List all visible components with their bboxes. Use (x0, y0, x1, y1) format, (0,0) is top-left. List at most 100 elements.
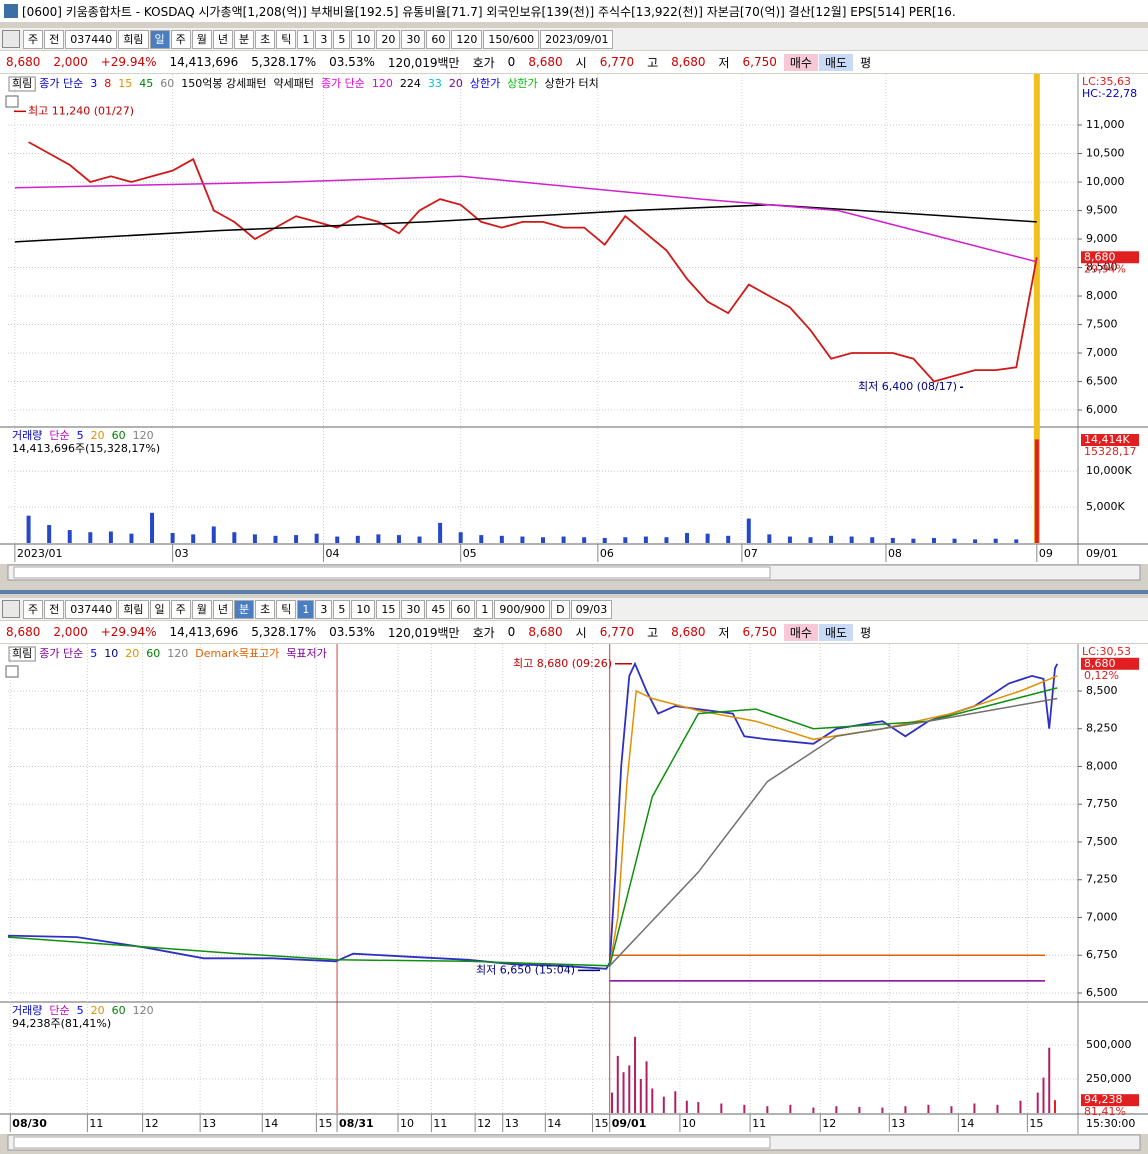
toolbar-button[interactable]: 15 (376, 599, 401, 619)
info-item: +29.94% (100, 625, 157, 639)
toolbar-button[interactable]: 초 (255, 29, 276, 49)
volume-bar (952, 538, 957, 543)
volume-bar (881, 1107, 884, 1113)
volume-bar (355, 535, 360, 543)
x-tick-label: 15 (594, 1117, 608, 1130)
info-item[interactable]: 매도 (818, 53, 854, 71)
volume-bar (129, 533, 134, 543)
info-item: 호가 (472, 625, 495, 640)
x-tick-label: 11 (752, 1117, 766, 1130)
toolbar-button[interactable]: 주 (23, 599, 44, 619)
toolbar-button[interactable]: 희림 (118, 29, 149, 49)
info-item[interactable]: 평 (860, 625, 872, 640)
toolbar-button[interactable]: 월 (191, 599, 212, 619)
toolbar-button[interactable]: 주 (170, 29, 191, 49)
volume-bar (458, 532, 463, 543)
toolbar-button[interactable]: D (551, 599, 570, 619)
volume-bar (743, 1104, 746, 1113)
toolbar-button[interactable]: 60 (426, 29, 451, 49)
toolbar-button[interactable]: 10 (351, 599, 376, 619)
toolbar-button[interactable]: 주 (23, 29, 44, 49)
y-tick-label: 250,000 (1086, 1072, 1132, 1085)
toolbar-button[interactable]: 037440 (65, 29, 118, 49)
info-item[interactable]: 평 (860, 55, 872, 70)
info-item: 6,770 (599, 55, 635, 69)
toolbar-button[interactable]: 900/900 (494, 599, 551, 619)
y-tick-label: 7,750 (1086, 797, 1118, 810)
toolbar-button[interactable]: 일 (149, 29, 170, 49)
legend-box (8, 76, 36, 92)
volume-bar (904, 1106, 907, 1113)
toolbar-button[interactable]: 년 (212, 599, 233, 619)
x-tick-label: 13 (202, 1117, 216, 1130)
volume-bar (561, 536, 566, 543)
toolbar-button[interactable]: 분 (234, 599, 255, 619)
toolbar-button[interactable]: 틱 (276, 29, 297, 49)
toolbar-button[interactable]: 09/03 (570, 599, 613, 619)
chart: 6,500 6,750 7,000 7,250 7,500 7,750 8,000 8,250… (0, 644, 1148, 1151)
legend-item: 희림 (12, 647, 32, 660)
volume-bar (396, 535, 401, 543)
legend-item: 20 (91, 429, 105, 442)
toolbar-button[interactable]: 전 (44, 599, 65, 619)
toolbar-button[interactable]: 전 (44, 29, 65, 49)
volume-bar (294, 535, 299, 543)
y-tick-label: 7,500 (1086, 318, 1118, 331)
x-tick-label: 15 (318, 1117, 332, 1130)
volume-bar (1048, 1047, 1051, 1113)
toolbar-button[interactable]: 1 (476, 599, 494, 619)
toolbar-button[interactable]: 60 (451, 599, 476, 619)
toolbar-button[interactable]: 037440 (65, 599, 118, 619)
toolbar-button[interactable]: 20 (376, 29, 401, 49)
x-tick-label: 11 (89, 1117, 103, 1130)
x-tick-label: 06 (600, 547, 614, 560)
toolbar-button[interactable]: 3 (315, 599, 333, 619)
toolbar-button[interactable]: 월 (191, 29, 212, 49)
toolbar-button[interactable]: 150/600 (483, 29, 540, 49)
toolbar-button[interactable]: 초 (255, 599, 276, 619)
legend-item: 종가 단순 (39, 77, 83, 90)
info-item[interactable]: 매수 (783, 53, 818, 71)
toolbar-button[interactable]: 1 (297, 29, 315, 49)
annotation: 최저 6,650 (15:04) (476, 963, 575, 976)
price-tag-label: 14,414K (1084, 433, 1130, 446)
toolbar-button[interactable]: 희림 (118, 599, 149, 619)
volume-bar (232, 532, 237, 543)
volume-bar (499, 535, 504, 543)
legend-box (8, 646, 36, 662)
toolbar-button[interactable]: 5 (333, 599, 351, 619)
price-tag-sub: 15328,17 (1084, 445, 1137, 458)
toolbar-button[interactable]: 30 (401, 599, 426, 619)
legend-item: 120 (133, 429, 154, 442)
icon (2, 30, 20, 48)
toolbar-button[interactable]: 1 (297, 599, 315, 619)
toolbar-button[interactable]: 2023/09/01 (540, 29, 614, 49)
toolbar-button[interactable]: 120 (451, 29, 483, 49)
price-tag (1081, 251, 1139, 264)
info-item: 저 (718, 55, 730, 70)
toolbar-button[interactable]: 년 (212, 29, 233, 49)
volume-bar (697, 1102, 700, 1113)
volume-bar (720, 1103, 723, 1113)
toolbar-button[interactable]: 3 (315, 29, 333, 49)
info-bar: 8,680 2,000 +29.94% 14,413,696 5,328.17% 03.5… (0, 621, 1148, 643)
y-tick-label: 6,500 (1086, 375, 1118, 388)
toolbar-button[interactable]: 10 (351, 29, 376, 49)
y-tick-label: 9,500 (1086, 204, 1118, 217)
info-item[interactable]: 매수 (783, 623, 818, 641)
toolbar-button[interactable]: 주 (170, 599, 191, 619)
x-tick-label: 2023/01 (17, 547, 63, 560)
toolbar-button[interactable]: 일 (149, 599, 170, 619)
toolbar-button[interactable]: 분 (234, 29, 255, 49)
price-line (7, 661, 1059, 970)
toolbar-button[interactable]: 45 (426, 599, 451, 619)
info-item[interactable]: 매도 (818, 623, 854, 641)
y-tick-label: 10,000 (1086, 175, 1125, 188)
toolbar-button[interactable]: 30 (401, 29, 426, 49)
y-tick-label: 8,000 (1086, 289, 1118, 302)
y-tick-label: 7,000 (1086, 910, 1118, 923)
toolbar-button[interactable]: 5 (333, 29, 351, 49)
toolbar: 주 전 037440 희림 일 주 월 년 분 초 틱 1 3 5 10 15 30 45 60 1 900/900 D 0… (0, 598, 1148, 620)
info-item: 시 (575, 55, 587, 70)
toolbar-button[interactable]: 틱 (276, 599, 297, 619)
